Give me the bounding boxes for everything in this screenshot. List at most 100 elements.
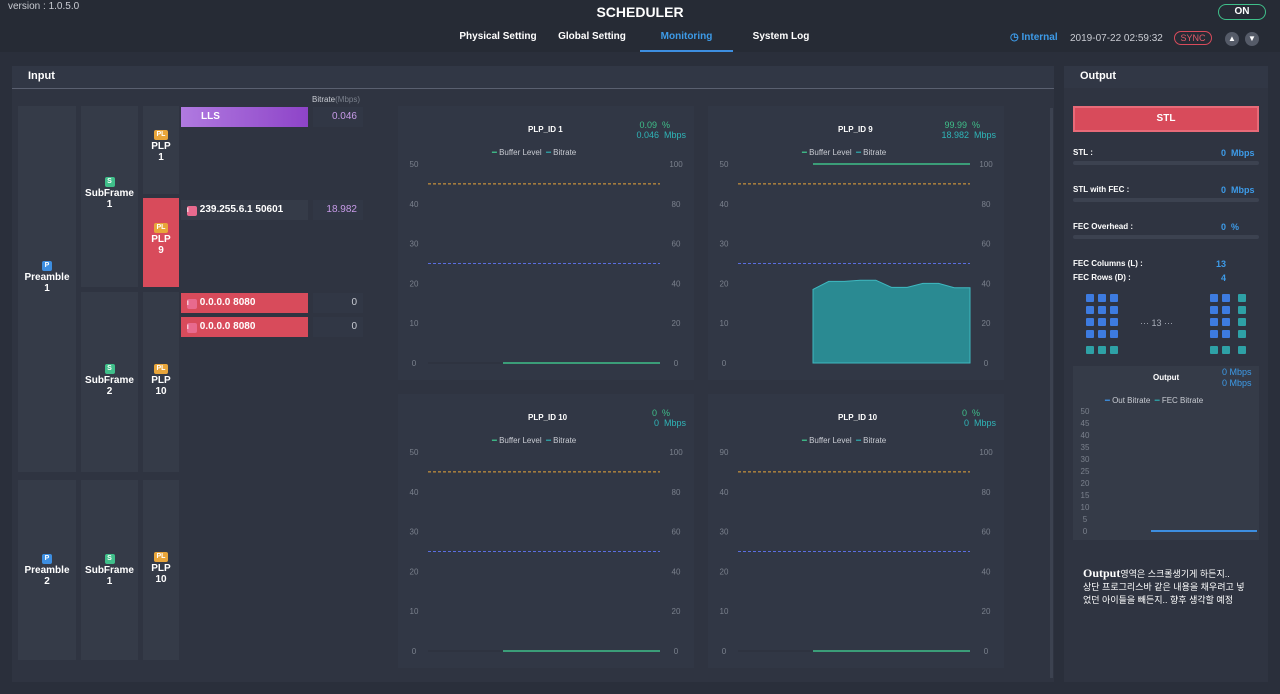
y-tick-left: 30 xyxy=(410,240,419,249)
fec-overhead-progress xyxy=(1073,235,1259,239)
subframe-1[interactable]: S SubFrame 1 xyxy=(81,106,138,287)
stream-bitrate: 18.982 xyxy=(313,200,363,220)
preamble-2[interactable]: P Preamble 2 xyxy=(18,480,76,660)
y-tick-right: 0 xyxy=(674,647,679,656)
y-tick-right: 40 xyxy=(672,279,681,288)
y-tick-right: 100 xyxy=(669,448,683,457)
y-tick-right: 80 xyxy=(982,200,991,209)
stl-value: 0 Mbps xyxy=(1221,148,1255,158)
plp-badge: PL xyxy=(154,223,168,233)
chart-legend: ━ Buffer Level ━ Bitrate xyxy=(802,148,887,157)
fec-cell xyxy=(1110,318,1118,326)
subframe-1b[interactable]: S SubFrame 1 xyxy=(81,480,138,660)
preamble-badge: P xyxy=(42,261,52,271)
fec-cell xyxy=(1238,306,1246,314)
y-tick-left: 40 xyxy=(410,200,419,209)
preamble-1[interactable]: P Preamble 1 xyxy=(18,106,76,472)
plp-9[interactable]: PL PLP 9 xyxy=(143,198,179,287)
chart-bitrate: 0.046 Mbps xyxy=(636,130,686,140)
y-tick-left: 40 xyxy=(410,488,419,497)
y-tick-left: 40 xyxy=(720,200,729,209)
y-tick-right: 60 xyxy=(982,528,991,537)
fec-grid-caption: ··· 13 ··· xyxy=(1140,318,1173,328)
y-tick-right: 100 xyxy=(979,160,993,169)
input-panel-title: Input xyxy=(12,66,1054,88)
fec-cell xyxy=(1238,318,1246,326)
clock-mode-label: Internal xyxy=(1021,32,1058,43)
stl-label: STL : xyxy=(1073,148,1093,157)
y-tick-right: 80 xyxy=(672,200,681,209)
fec-cell xyxy=(1238,294,1246,302)
subframe-badge: S xyxy=(104,364,115,374)
y-tick: 35 xyxy=(1081,443,1090,452)
fec-cell xyxy=(1110,306,1118,314)
plp-1[interactable]: PL PLP 1 xyxy=(143,106,179,194)
y-tick-left: 50 xyxy=(410,448,419,457)
y-tick-right: 60 xyxy=(672,240,681,249)
y-tick: 20 xyxy=(1081,479,1090,488)
plp-10b[interactable]: PL PLP 10 xyxy=(143,480,179,660)
y-tick-right: 40 xyxy=(982,279,991,288)
fec-cell xyxy=(1110,346,1118,354)
plp-badge: PL xyxy=(154,552,168,562)
tab-physical-setting[interactable]: Physical Setting xyxy=(459,31,537,42)
chart-title: PLP_ID 1 xyxy=(528,125,563,134)
y-tick-left: 50 xyxy=(720,160,729,169)
upload-icon[interactable]: ▲ xyxy=(1225,32,1239,46)
stl-fec-progress xyxy=(1073,198,1259,202)
y-tick: 5 xyxy=(1083,515,1088,524)
fec-cell xyxy=(1086,318,1094,326)
scrollbar[interactable] xyxy=(1050,108,1053,678)
stl-fec-label: STL with FEC : xyxy=(1073,185,1130,194)
y-tick-right: 0 xyxy=(674,359,679,368)
chart-title: PLP_ID 10 xyxy=(528,413,568,422)
y-tick-right: 100 xyxy=(979,448,993,457)
stl-progress xyxy=(1073,161,1259,165)
fec-rows-value: 4 xyxy=(1221,273,1227,283)
stream-row[interactable]: I 0.0.0.0 8080 xyxy=(181,317,308,337)
clock-mode[interactable]: ◷ Internal xyxy=(1010,32,1058,43)
chart-title: PLP_ID 9 xyxy=(838,125,873,134)
y-tick-left: 20 xyxy=(410,567,419,576)
fec-cell xyxy=(1222,294,1230,302)
plp-badge: PL xyxy=(154,130,168,140)
chart-buffer-percent: 99.99 % xyxy=(944,120,980,130)
fec-cell xyxy=(1098,330,1106,338)
y-tick-left: 40 xyxy=(720,488,729,497)
output-chart-value: 0 Mbps xyxy=(1222,378,1252,388)
active-tab-indicator xyxy=(640,50,733,52)
bitrate-header: Bitrate(Mbps) xyxy=(312,95,361,104)
y-tick-left: 30 xyxy=(720,240,729,249)
y-tick-left: 0 xyxy=(722,359,727,368)
y-tick-right: 20 xyxy=(672,607,681,616)
fec-cell xyxy=(1222,346,1230,354)
plp-10[interactable]: PL PLP 10 xyxy=(143,292,179,472)
download-icon[interactable]: ▼ xyxy=(1245,32,1259,46)
fec-cell xyxy=(1110,330,1118,338)
y-tick: 15 xyxy=(1081,491,1090,500)
y-tick: 10 xyxy=(1081,503,1090,512)
buffer-chart xyxy=(398,394,694,668)
tab-system-log[interactable]: System Log xyxy=(752,31,810,42)
fec-cell xyxy=(1210,330,1218,338)
chart-legend: ━ Buffer Level ━ Bitrate xyxy=(492,436,577,445)
y-tick-left: 10 xyxy=(410,607,419,616)
y-tick-left: 30 xyxy=(720,528,729,537)
stream-row[interactable]: I 0.0.0.0 8080 xyxy=(181,293,308,313)
stl-button[interactable]: STL xyxy=(1073,106,1259,132)
stream-lls[interactable]: LLS xyxy=(181,107,308,127)
subframe-badge: S xyxy=(104,554,115,564)
subframe-2[interactable]: S SubFrame 2 xyxy=(81,292,138,472)
on-toggle[interactable]: ON xyxy=(1218,4,1266,20)
y-tick-right: 40 xyxy=(672,567,681,576)
stream-row[interactable]: I 239.255.6.1 50601 xyxy=(181,200,308,220)
tab-global-setting[interactable]: Global Setting xyxy=(558,31,626,42)
tab-monitoring[interactable]: Monitoring xyxy=(660,31,713,42)
stream-bitrate: 0.046 xyxy=(313,107,363,127)
sync-button[interactable]: SYNC xyxy=(1174,31,1212,45)
fec-cell xyxy=(1210,294,1218,302)
fec-cell xyxy=(1098,318,1106,326)
